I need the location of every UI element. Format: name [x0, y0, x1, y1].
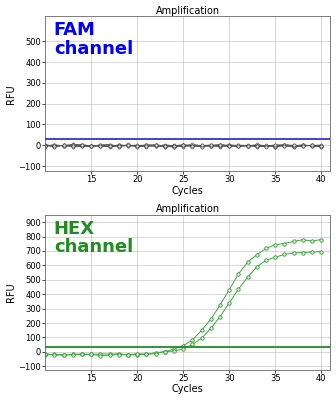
Text: HEX
channel: HEX channel [54, 220, 133, 256]
Title: Amplification: Amplification [156, 6, 220, 16]
Y-axis label: RFU: RFU [6, 84, 15, 104]
Y-axis label: RFU: RFU [6, 283, 15, 302]
Title: Amplification: Amplification [156, 204, 220, 214]
X-axis label: Cycles: Cycles [172, 384, 204, 394]
Text: FAM
channel: FAM channel [54, 21, 133, 58]
X-axis label: Cycles: Cycles [172, 186, 204, 196]
